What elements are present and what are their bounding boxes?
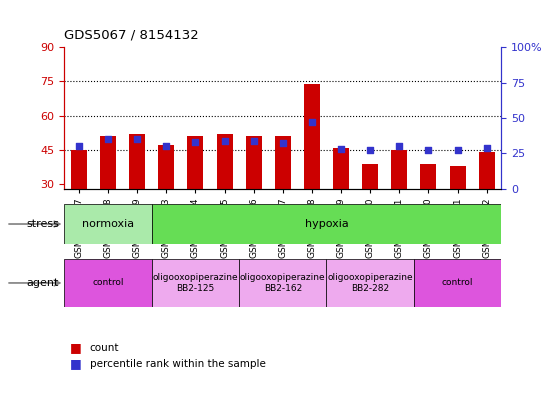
Point bbox=[395, 143, 404, 149]
Point bbox=[191, 139, 200, 145]
Bar bbox=[217, 134, 232, 189]
Text: GDS5067 / 8154132: GDS5067 / 8154132 bbox=[64, 28, 199, 41]
Bar bbox=[152, 259, 239, 307]
Point bbox=[74, 143, 83, 149]
Bar bbox=[333, 147, 349, 189]
Bar bbox=[188, 136, 203, 189]
Point bbox=[424, 147, 433, 154]
Bar bbox=[450, 166, 465, 189]
Text: percentile rank within the sample: percentile rank within the sample bbox=[90, 358, 265, 369]
Bar bbox=[326, 259, 414, 307]
Bar bbox=[275, 136, 291, 189]
Point bbox=[133, 136, 142, 142]
Text: oligooxopiperazine
BB2-282: oligooxopiperazine BB2-282 bbox=[328, 273, 413, 293]
Text: ■: ■ bbox=[70, 341, 82, 354]
Point bbox=[249, 138, 258, 144]
Point bbox=[307, 119, 316, 125]
Bar bbox=[64, 259, 152, 307]
Text: control: control bbox=[92, 279, 124, 287]
Bar bbox=[362, 163, 378, 189]
Point bbox=[337, 146, 346, 152]
Bar bbox=[129, 134, 145, 189]
Bar bbox=[158, 145, 174, 189]
Text: hypoxia: hypoxia bbox=[305, 219, 348, 229]
Text: count: count bbox=[90, 343, 119, 353]
Bar bbox=[239, 259, 326, 307]
Text: oligooxopiperazine
BB2-125: oligooxopiperazine BB2-125 bbox=[153, 273, 238, 293]
Point bbox=[278, 140, 287, 147]
Text: agent: agent bbox=[26, 278, 59, 288]
Bar bbox=[64, 204, 152, 244]
Text: oligooxopiperazine
BB2-162: oligooxopiperazine BB2-162 bbox=[240, 273, 325, 293]
Point bbox=[366, 147, 375, 154]
Text: ■: ■ bbox=[70, 357, 82, 370]
Bar bbox=[391, 150, 407, 189]
Bar bbox=[479, 152, 494, 189]
Text: normoxia: normoxia bbox=[82, 219, 134, 229]
Bar bbox=[246, 136, 262, 189]
Bar bbox=[152, 204, 501, 244]
Text: stress: stress bbox=[26, 219, 59, 229]
Point bbox=[162, 143, 171, 149]
Bar bbox=[304, 84, 320, 189]
Point bbox=[220, 138, 229, 144]
Text: control: control bbox=[442, 279, 473, 287]
Bar bbox=[71, 150, 87, 189]
Bar bbox=[100, 136, 116, 189]
Point bbox=[104, 136, 113, 142]
Point bbox=[482, 145, 491, 151]
Point bbox=[453, 147, 462, 154]
Bar bbox=[421, 163, 436, 189]
Bar bbox=[414, 259, 501, 307]
